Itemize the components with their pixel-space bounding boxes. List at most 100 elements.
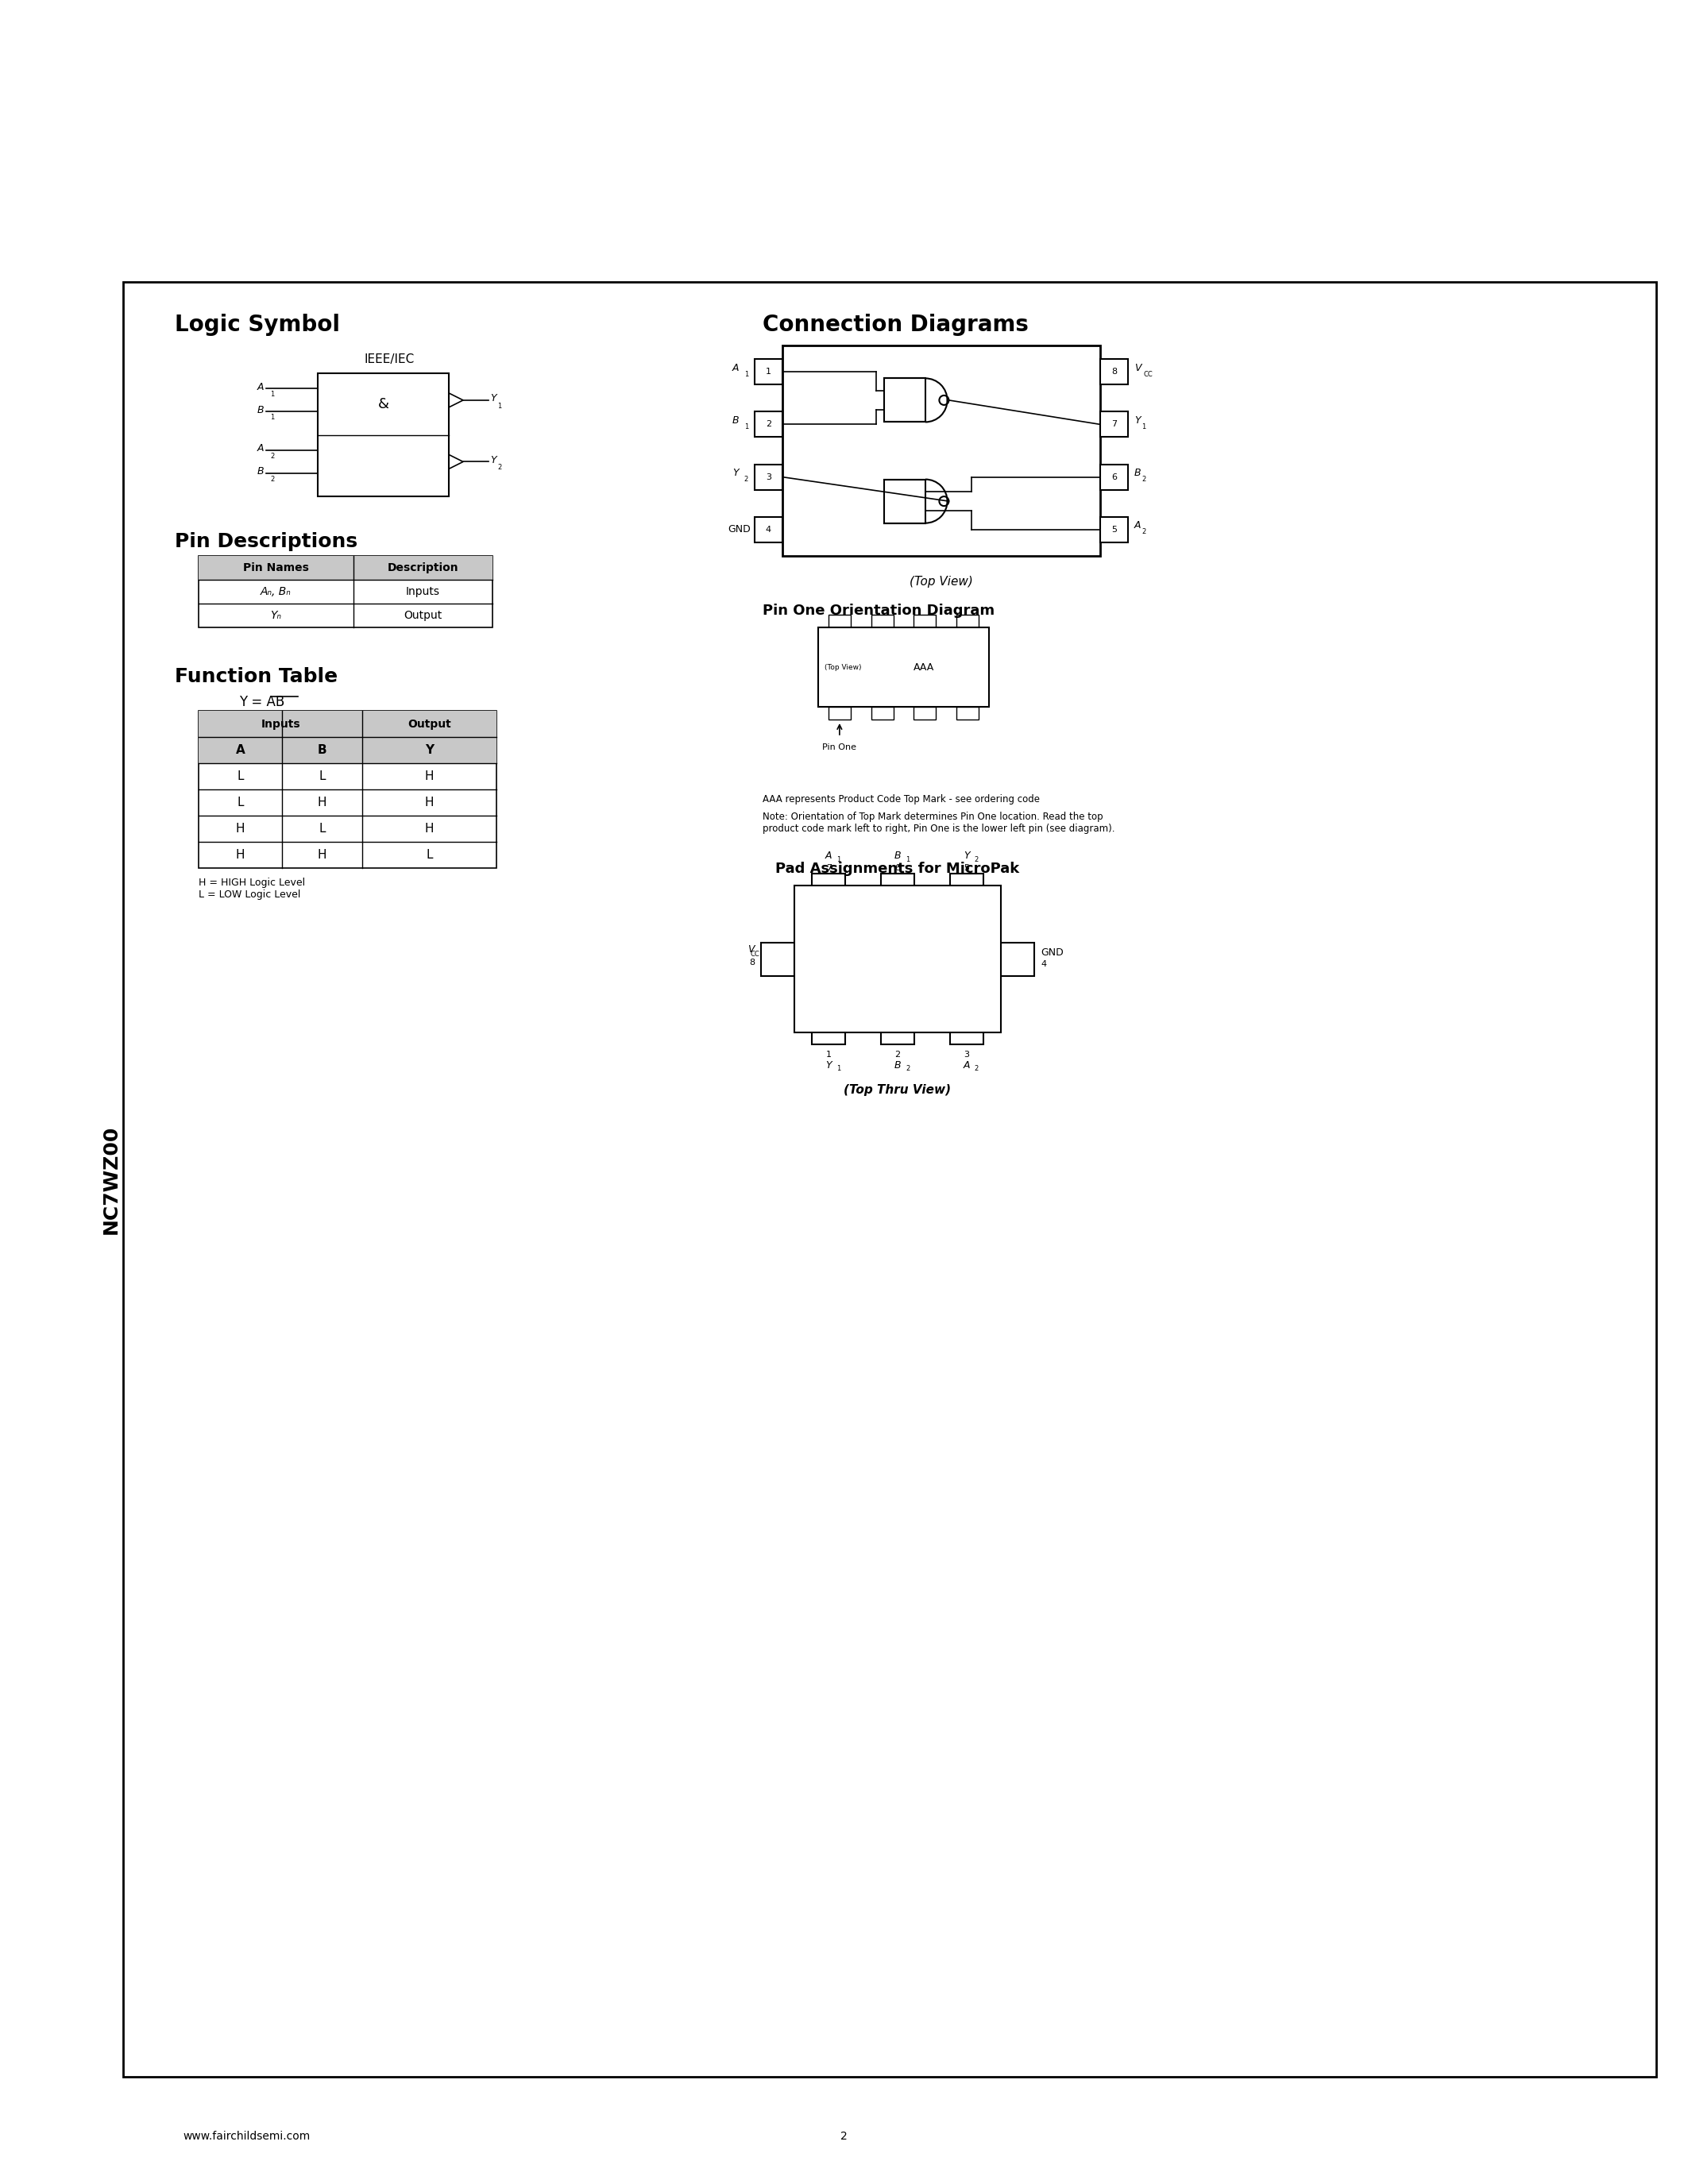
Bar (199, 710, 496, 867)
Text: AAA: AAA (913, 662, 935, 673)
Text: (Top View): (Top View) (824, 664, 861, 670)
Text: 2: 2 (270, 476, 273, 483)
Text: Connection Diagrams: Connection Diagrams (763, 314, 1028, 336)
Text: 1: 1 (825, 1051, 832, 1059)
Bar (913, 614, 937, 627)
Text: B: B (257, 404, 263, 415)
Text: 1: 1 (744, 371, 748, 378)
Bar (913, 708, 937, 719)
Text: V: V (1134, 363, 1141, 373)
Text: 5: 5 (1111, 526, 1117, 533)
Bar (881, 1011, 915, 1044)
Bar (1101, 465, 1128, 489)
Text: B: B (1134, 467, 1141, 478)
Text: Inputs: Inputs (405, 585, 441, 596)
Text: 6: 6 (1111, 474, 1117, 480)
Text: 7: 7 (825, 865, 832, 871)
Bar (1001, 941, 1035, 976)
Bar (885, 478, 925, 522)
Bar (829, 708, 851, 719)
Text: 1: 1 (270, 415, 273, 422)
Text: Y: Y (964, 850, 969, 860)
Text: 2: 2 (974, 1066, 979, 1072)
Bar (885, 378, 925, 422)
Text: 2: 2 (895, 1051, 900, 1059)
Text: 3: 3 (766, 474, 771, 480)
Text: L: L (236, 771, 243, 782)
Text: &: & (378, 397, 388, 411)
Text: B: B (895, 1059, 901, 1070)
Bar (812, 1011, 846, 1044)
Bar (1101, 413, 1128, 437)
Text: Yₙ: Yₙ (270, 609, 282, 620)
Text: Pin One: Pin One (822, 743, 856, 751)
Text: Y: Y (490, 393, 496, 404)
Text: Pin Descriptions: Pin Descriptions (176, 533, 358, 550)
Text: 2: 2 (1141, 476, 1146, 483)
Text: 7: 7 (1111, 422, 1117, 428)
Text: 8: 8 (1111, 367, 1117, 376)
Text: A: A (733, 363, 739, 373)
Bar (199, 736, 496, 762)
Text: GND: GND (1040, 948, 1063, 959)
Text: 1: 1 (837, 1066, 841, 1072)
Bar (795, 885, 1001, 1033)
Bar (755, 465, 783, 489)
Bar (199, 557, 493, 579)
Text: 1: 1 (498, 402, 501, 411)
Text: A: A (1134, 520, 1141, 531)
Bar (819, 627, 989, 708)
Text: H: H (425, 823, 434, 834)
Bar (881, 874, 915, 906)
Text: (Top View): (Top View) (910, 577, 972, 587)
Text: Y = AB: Y = AB (240, 695, 285, 710)
Text: L: L (425, 850, 432, 860)
Text: 4: 4 (766, 526, 771, 533)
Text: (Top Thru View): (Top Thru View) (844, 1083, 952, 1096)
Text: 5: 5 (964, 865, 969, 871)
Bar (871, 708, 893, 719)
Bar (829, 614, 851, 627)
Bar (957, 708, 979, 719)
Text: H: H (236, 823, 245, 834)
Text: www.fairchildsemi.com: www.fairchildsemi.com (182, 2132, 311, 2143)
Text: CC: CC (749, 950, 760, 959)
Bar (812, 874, 846, 906)
Text: Function Table: Function Table (176, 666, 338, 686)
Text: Pin One Orientation Diagram: Pin One Orientation Diagram (763, 603, 994, 618)
Bar (1101, 358, 1128, 384)
Text: Output: Output (408, 719, 451, 729)
Text: 2: 2 (766, 422, 771, 428)
Text: H = HIGH Logic Level
L = LOW Logic Level: H = HIGH Logic Level L = LOW Logic Level (199, 878, 306, 900)
Text: 4: 4 (1040, 959, 1047, 968)
Text: A: A (236, 745, 245, 756)
Text: B: B (257, 467, 263, 476)
Text: 1: 1 (905, 856, 910, 863)
Text: A: A (257, 382, 263, 393)
Bar (755, 518, 783, 542)
Text: IEEE/IEC: IEEE/IEC (365, 354, 414, 365)
Text: 2: 2 (1141, 529, 1146, 535)
Text: H: H (236, 850, 245, 860)
Text: 6: 6 (895, 865, 900, 871)
Text: CC: CC (1144, 371, 1153, 378)
Text: L: L (319, 771, 326, 782)
Text: Note: Orientation of Top Mark determines Pin One location. Read the top
product : Note: Orientation of Top Mark determines… (763, 812, 1114, 834)
Text: A: A (257, 443, 263, 454)
Bar (950, 874, 982, 906)
Text: B: B (317, 745, 327, 756)
Text: H: H (425, 797, 434, 808)
Text: H: H (425, 771, 434, 782)
Text: A: A (964, 1059, 971, 1070)
Bar (123, 282, 1656, 2077)
Text: Y: Y (425, 745, 434, 756)
Text: 2: 2 (974, 856, 979, 863)
Text: L: L (236, 797, 243, 808)
Text: 3: 3 (964, 1051, 969, 1059)
Text: NC7WZ00: NC7WZ00 (101, 1125, 122, 1234)
Text: Description: Description (388, 561, 459, 574)
Text: L: L (319, 823, 326, 834)
Text: 1: 1 (744, 424, 748, 430)
Text: Output: Output (403, 609, 442, 620)
Text: 2: 2 (841, 2132, 847, 2143)
